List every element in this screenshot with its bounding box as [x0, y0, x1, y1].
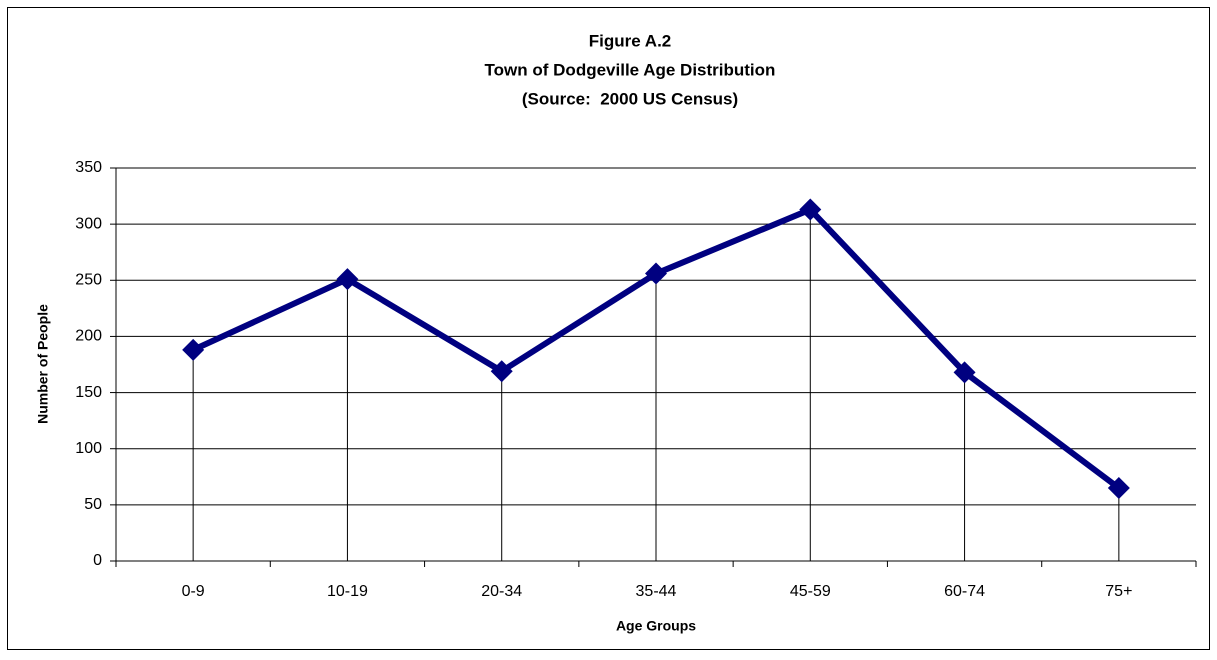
x-tick-label: 35-44	[636, 583, 677, 600]
x-tick-label: 10-19	[327, 583, 368, 600]
marker	[1107, 477, 1130, 500]
marker	[336, 268, 359, 291]
marker	[645, 262, 667, 285]
chart-source: (Source: 2000 US Census)	[522, 89, 738, 108]
x-tick-label: 0-9	[182, 583, 205, 600]
chart-title: Figure A.2	[589, 31, 672, 50]
x-tick-label: 60-74	[944, 583, 985, 600]
x-tick-label: 75+	[1105, 583, 1132, 600]
y-tick-label: 100	[75, 440, 102, 457]
y-tick-label: 150	[75, 384, 102, 401]
marker	[799, 198, 822, 221]
marker	[182, 338, 205, 361]
y-tick-label: 50	[84, 496, 102, 513]
y-tick-label: 300	[75, 215, 102, 232]
y-tick-label: 200	[75, 328, 102, 345]
y-tick-label: 0	[93, 552, 102, 569]
x-axis-title: Age Groups	[616, 618, 696, 634]
y-tick-label: 250	[75, 272, 102, 289]
y-axis-title: Number of People	[35, 304, 51, 424]
marker	[953, 361, 976, 384]
chart-subtitle: Town of Dodgeville Age Distribution	[485, 60, 776, 79]
marker	[490, 360, 513, 383]
x-tick-label: 45-59	[790, 583, 831, 600]
y-tick-label: 350	[75, 159, 102, 176]
x-tick-label: 20-34	[481, 583, 522, 600]
chart-frame	[7, 7, 1210, 650]
